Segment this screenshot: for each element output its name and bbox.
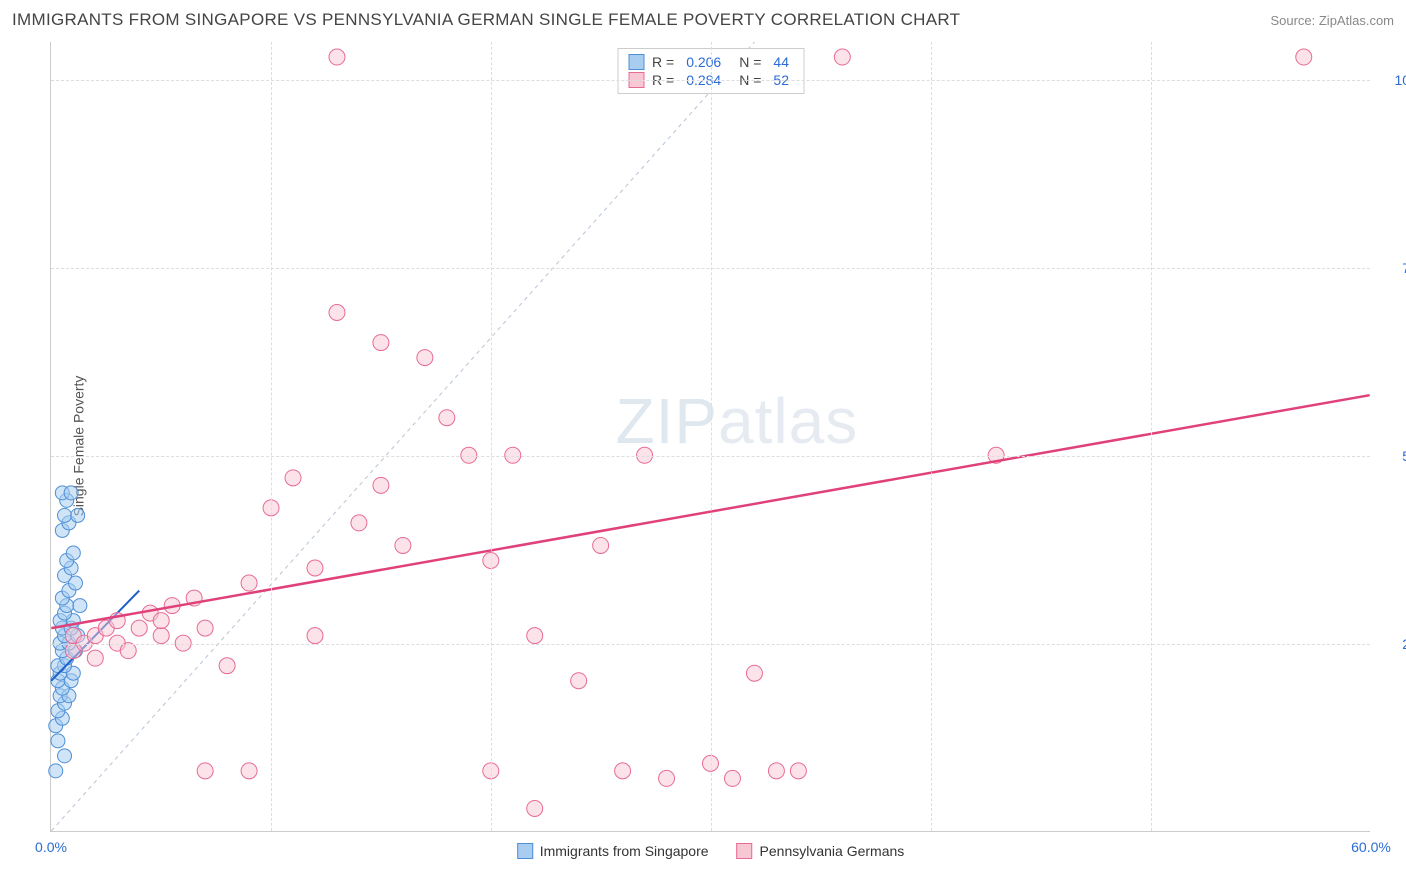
data-point-series-0 [58, 749, 72, 763]
gridline-v [711, 42, 712, 831]
series-legend: Immigrants from Singapore Pennsylvania G… [517, 843, 905, 859]
data-point-series-1 [373, 335, 389, 351]
data-point-series-1 [307, 560, 323, 576]
data-point-series-0 [64, 486, 78, 500]
data-point-series-1 [373, 477, 389, 493]
legend-n-0: 44 [773, 54, 789, 70]
data-point-series-1 [395, 537, 411, 553]
data-point-series-1 [329, 305, 345, 321]
data-point-series-1 [571, 673, 587, 689]
legend-item-1: Pennsylvania Germans [737, 843, 905, 859]
legend-bottom-label-1: Pennsylvania Germans [760, 843, 905, 859]
data-point-series-1 [417, 350, 433, 366]
data-point-series-1 [834, 49, 850, 65]
data-point-series-1 [153, 613, 169, 629]
data-point-series-1 [593, 537, 609, 553]
chart-source: Source: ZipAtlas.com [1270, 13, 1394, 28]
data-point-series-1 [1296, 49, 1312, 65]
chart-title: IMMIGRANTS FROM SINGAPORE VS PENNSYLVANI… [12, 10, 960, 30]
data-point-series-1 [219, 658, 235, 674]
data-point-series-1 [197, 763, 213, 779]
data-point-series-1 [241, 763, 257, 779]
data-point-series-1 [790, 763, 806, 779]
legend-swatch-0 [628, 54, 644, 70]
data-point-series-1 [724, 770, 740, 786]
data-point-series-1 [329, 49, 345, 65]
legend-bottom-swatch-0 [517, 843, 533, 859]
gridline-v [931, 42, 932, 831]
data-point-series-1 [768, 763, 784, 779]
legend-bottom-swatch-1 [737, 843, 753, 859]
data-point-series-0 [49, 764, 63, 778]
y-tick-label: 25.0% [1382, 636, 1406, 652]
data-point-series-0 [58, 508, 72, 522]
data-point-series-1 [527, 628, 543, 644]
chart-plot-area: ZIPatlas R =0.206 N =44 R =0.284 N =52 I… [50, 42, 1370, 832]
y-tick-label: 50.0% [1382, 448, 1406, 464]
data-point-series-1 [659, 770, 675, 786]
gridline-v [1151, 42, 1152, 831]
data-point-series-0 [51, 734, 65, 748]
data-point-series-1 [439, 410, 455, 426]
x-tick-label: 60.0% [1351, 839, 1391, 855]
data-point-series-0 [66, 546, 80, 560]
y-tick-label: 100.0% [1382, 72, 1406, 88]
reference-diagonal-line [51, 42, 754, 831]
data-point-series-1 [615, 763, 631, 779]
gridline-v [271, 42, 272, 831]
data-point-series-1 [153, 628, 169, 644]
data-point-series-1 [285, 470, 301, 486]
data-point-series-1 [351, 515, 367, 531]
legend-r-0: 0.206 [686, 54, 721, 70]
data-point-series-0 [71, 508, 85, 522]
data-point-series-1 [241, 575, 257, 591]
gridline-v [491, 42, 492, 831]
data-point-series-1 [746, 665, 762, 681]
legend-bottom-label-0: Immigrants from Singapore [540, 843, 709, 859]
chart-header: IMMIGRANTS FROM SINGAPORE VS PENNSYLVANI… [12, 10, 1394, 30]
data-point-series-1 [87, 650, 103, 666]
data-point-series-1 [131, 620, 147, 636]
data-point-series-1 [197, 620, 213, 636]
data-point-series-1 [527, 800, 543, 816]
x-tick-label: 0.0% [35, 839, 67, 855]
y-tick-label: 75.0% [1382, 260, 1406, 276]
data-point-series-1 [307, 628, 323, 644]
data-point-series-1 [120, 643, 136, 659]
data-point-series-0 [73, 599, 87, 613]
legend-item-0: Immigrants from Singapore [517, 843, 709, 859]
